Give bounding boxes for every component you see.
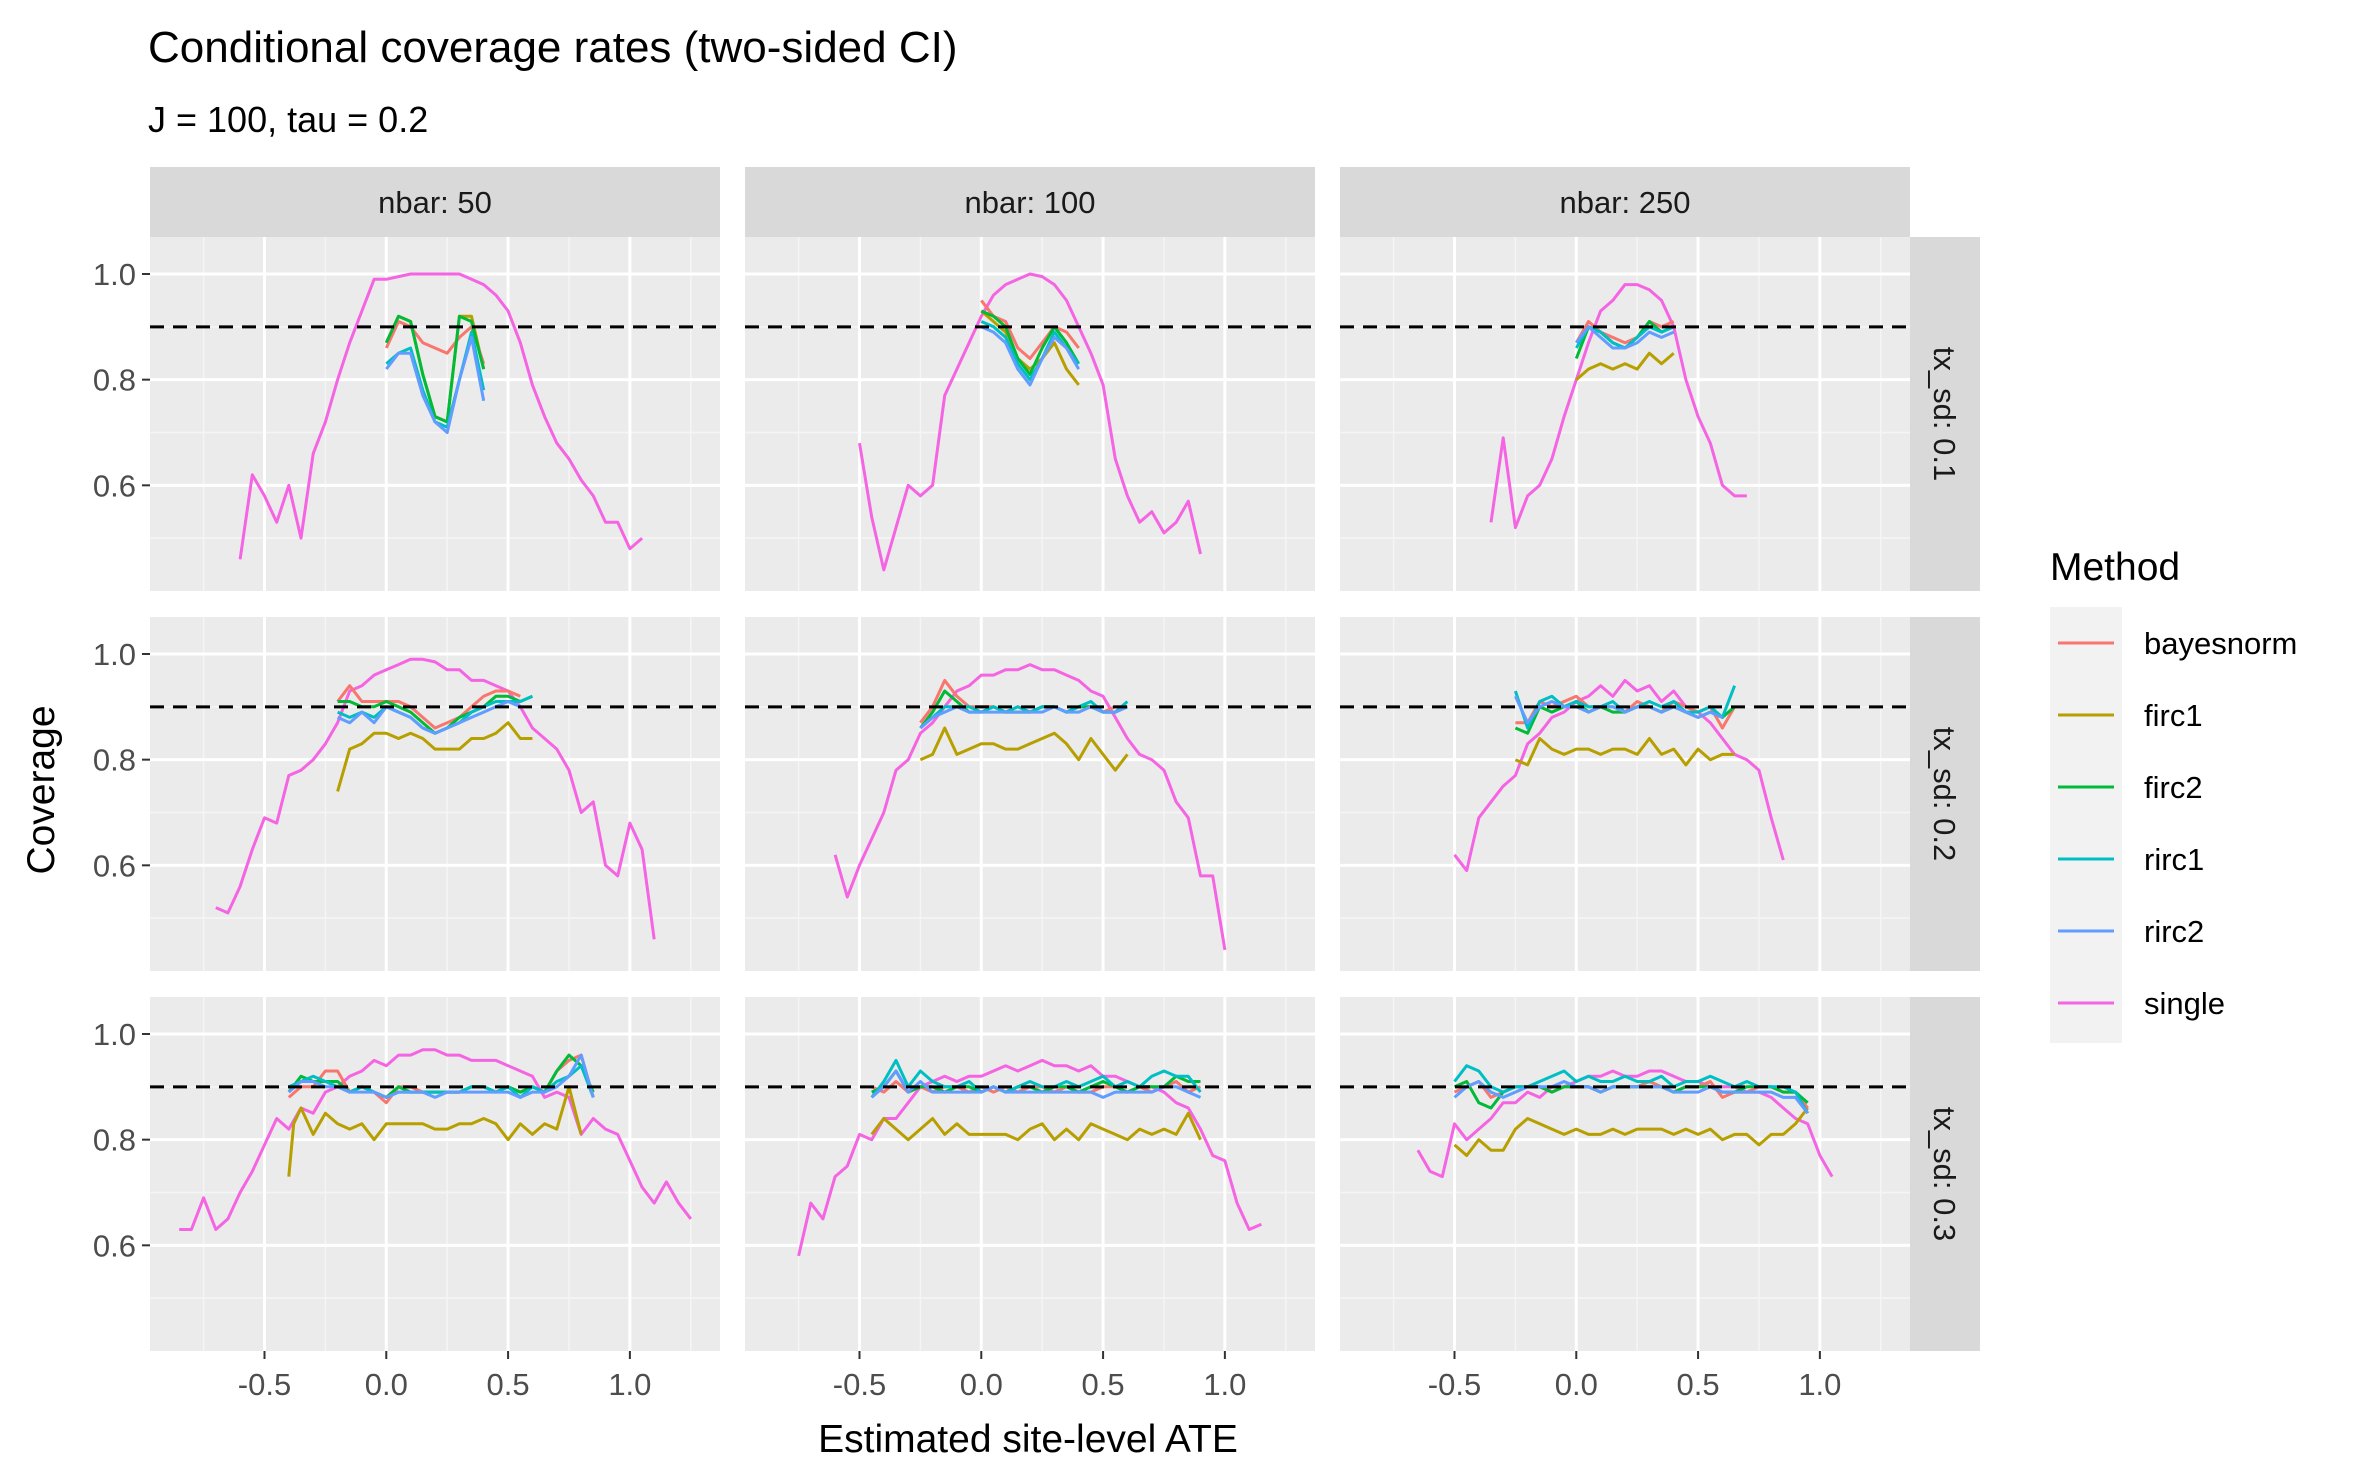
col-strip-background bbox=[745, 167, 1315, 237]
y-tick-label: 1.0 bbox=[93, 637, 136, 672]
col-strip-label: nbar: 50 bbox=[378, 185, 492, 220]
series-line-firc1 bbox=[1575, 351, 1675, 381]
series-line-firc1 bbox=[919, 726, 1129, 772]
x-tick-label: 0.0 bbox=[365, 1367, 408, 1402]
series-line-rirc2 bbox=[1514, 695, 1724, 725]
row-strip-background bbox=[1910, 997, 1980, 1351]
x-tick-label: -0.5 bbox=[833, 1367, 886, 1402]
x-axis-title: Estimated site-level ATE bbox=[818, 1418, 1238, 1461]
facet-strips: nbar: 50 nbar: 100 nbar: 250 tx_sd: 0.1 tx_s… bbox=[150, 167, 1980, 1351]
series-line-bayesnorm bbox=[336, 684, 521, 730]
legend-label: firc1 bbox=[2144, 698, 2203, 733]
chart-title: Conditional coverage rates (two-sided CI… bbox=[148, 23, 958, 72]
legend-title: Method bbox=[2050, 546, 2180, 589]
x-tick-label: 0.0 bbox=[1555, 1367, 1598, 1402]
legend-label: single bbox=[2144, 986, 2225, 1021]
series-line-rirc2 bbox=[385, 335, 486, 434]
panel-background bbox=[745, 237, 1315, 591]
y-tick-label: 1.0 bbox=[93, 1017, 136, 1052]
x-tick-label: -0.5 bbox=[238, 1367, 291, 1402]
x-tick-label: 1.0 bbox=[1203, 1367, 1246, 1402]
legend-label: rirc1 bbox=[2144, 842, 2204, 877]
series-line-single bbox=[238, 272, 644, 560]
row-strip-label: tx_sd: 0.1 bbox=[1927, 347, 1962, 481]
panel-background bbox=[150, 997, 720, 1351]
series-line-rirc2 bbox=[1453, 1080, 1809, 1115]
facet-panels bbox=[150, 237, 1910, 1351]
series-line-rirc1 bbox=[870, 1058, 1202, 1099]
series-line-single bbox=[833, 663, 1227, 951]
legend: Method bayesnorm firc1 firc2 rirc1 rirc2 sing… bbox=[2050, 546, 2297, 1043]
series-line-firc1 bbox=[980, 309, 1080, 386]
panel-background bbox=[1340, 237, 1910, 591]
series-line-rirc2 bbox=[336, 700, 521, 735]
y-tick-label: 0.6 bbox=[93, 468, 136, 503]
col-strip-background bbox=[150, 167, 720, 237]
series-line-firc2 bbox=[384, 314, 486, 424]
x-tick-label: 1.0 bbox=[1798, 1367, 1841, 1402]
series-line-single bbox=[858, 272, 1202, 572]
series-line-single bbox=[1489, 283, 1747, 530]
series-line-bayesnorm bbox=[1574, 320, 1675, 345]
x-tick-label: -0.5 bbox=[1428, 1367, 1481, 1402]
row-strip-label: tx_sd: 0.2 bbox=[1927, 727, 1962, 861]
series-line-rirc2 bbox=[870, 1069, 1202, 1099]
chart-subtitle: J = 100, tau = 0.2 bbox=[148, 99, 428, 140]
y-axis-title: Coverage bbox=[20, 705, 63, 874]
panel bbox=[1340, 997, 1910, 1351]
panel-background bbox=[150, 617, 720, 971]
panel bbox=[1340, 237, 1910, 591]
series-line-firc2 bbox=[980, 309, 1080, 376]
panel bbox=[150, 237, 720, 591]
y-tick-label: 1.0 bbox=[93, 257, 136, 292]
legend-label: bayesnorm bbox=[2144, 626, 2297, 661]
series-line-bayesnorm bbox=[384, 320, 486, 365]
legend-label: firc2 bbox=[2144, 770, 2203, 805]
panel bbox=[150, 617, 720, 971]
series-line-bayesnorm bbox=[871, 1080, 1202, 1094]
series-line-rirc2 bbox=[980, 325, 1080, 387]
axes: 0.6 0.8 1.0 0.6 0.8 1.0 0.6 0.8 1.0 -0.5 0.0 0.5 1.0… bbox=[93, 257, 1842, 1402]
col-strip-label: nbar: 100 bbox=[965, 185, 1096, 220]
series-line-single bbox=[797, 1058, 1262, 1257]
panel-background bbox=[1340, 617, 1910, 971]
series-line-firc1 bbox=[336, 721, 533, 792]
legend-key-background bbox=[2050, 607, 2122, 1043]
y-tick-label: 0.8 bbox=[93, 1123, 136, 1158]
col-strip-background bbox=[1340, 167, 1910, 237]
series-line-single bbox=[179, 1048, 692, 1231]
legend-items: bayesnorm firc1 firc2 rirc1 rirc2 single bbox=[2058, 626, 2297, 1021]
series-line-single bbox=[1453, 678, 1785, 873]
x-tick-label: 0.5 bbox=[487, 1367, 530, 1402]
panel bbox=[150, 997, 720, 1351]
panel bbox=[1340, 617, 1910, 971]
panel bbox=[745, 617, 1315, 971]
y-tick-label: 0.6 bbox=[93, 1228, 136, 1263]
row-strip-background bbox=[1910, 237, 1980, 591]
legend-label: rirc2 bbox=[2144, 914, 2204, 949]
y-tick-label: 0.8 bbox=[93, 363, 136, 398]
y-tick-label: 0.8 bbox=[93, 743, 136, 778]
panel bbox=[745, 237, 1315, 591]
row-strip-background bbox=[1910, 617, 1980, 971]
series-line-firc1 bbox=[287, 1085, 583, 1177]
col-strip-label: nbar: 250 bbox=[1560, 185, 1691, 220]
series-line-rirc2 bbox=[1575, 325, 1675, 350]
series-line-firc1 bbox=[870, 1111, 1202, 1142]
series-line-firc1 bbox=[1514, 737, 1735, 767]
x-tick-label: 1.0 bbox=[608, 1367, 651, 1402]
series-line-firc1 bbox=[1453, 1107, 1809, 1157]
series-line-single bbox=[215, 657, 656, 940]
panel bbox=[745, 997, 1315, 1351]
y-tick-label: 0.6 bbox=[93, 848, 136, 883]
row-strip-label: tx_sd: 0.3 bbox=[1927, 1107, 1962, 1241]
x-tick-label: 0.0 bbox=[960, 1367, 1003, 1402]
x-tick-label: 0.5 bbox=[1082, 1367, 1125, 1402]
x-tick-label: 0.5 bbox=[1677, 1367, 1720, 1402]
